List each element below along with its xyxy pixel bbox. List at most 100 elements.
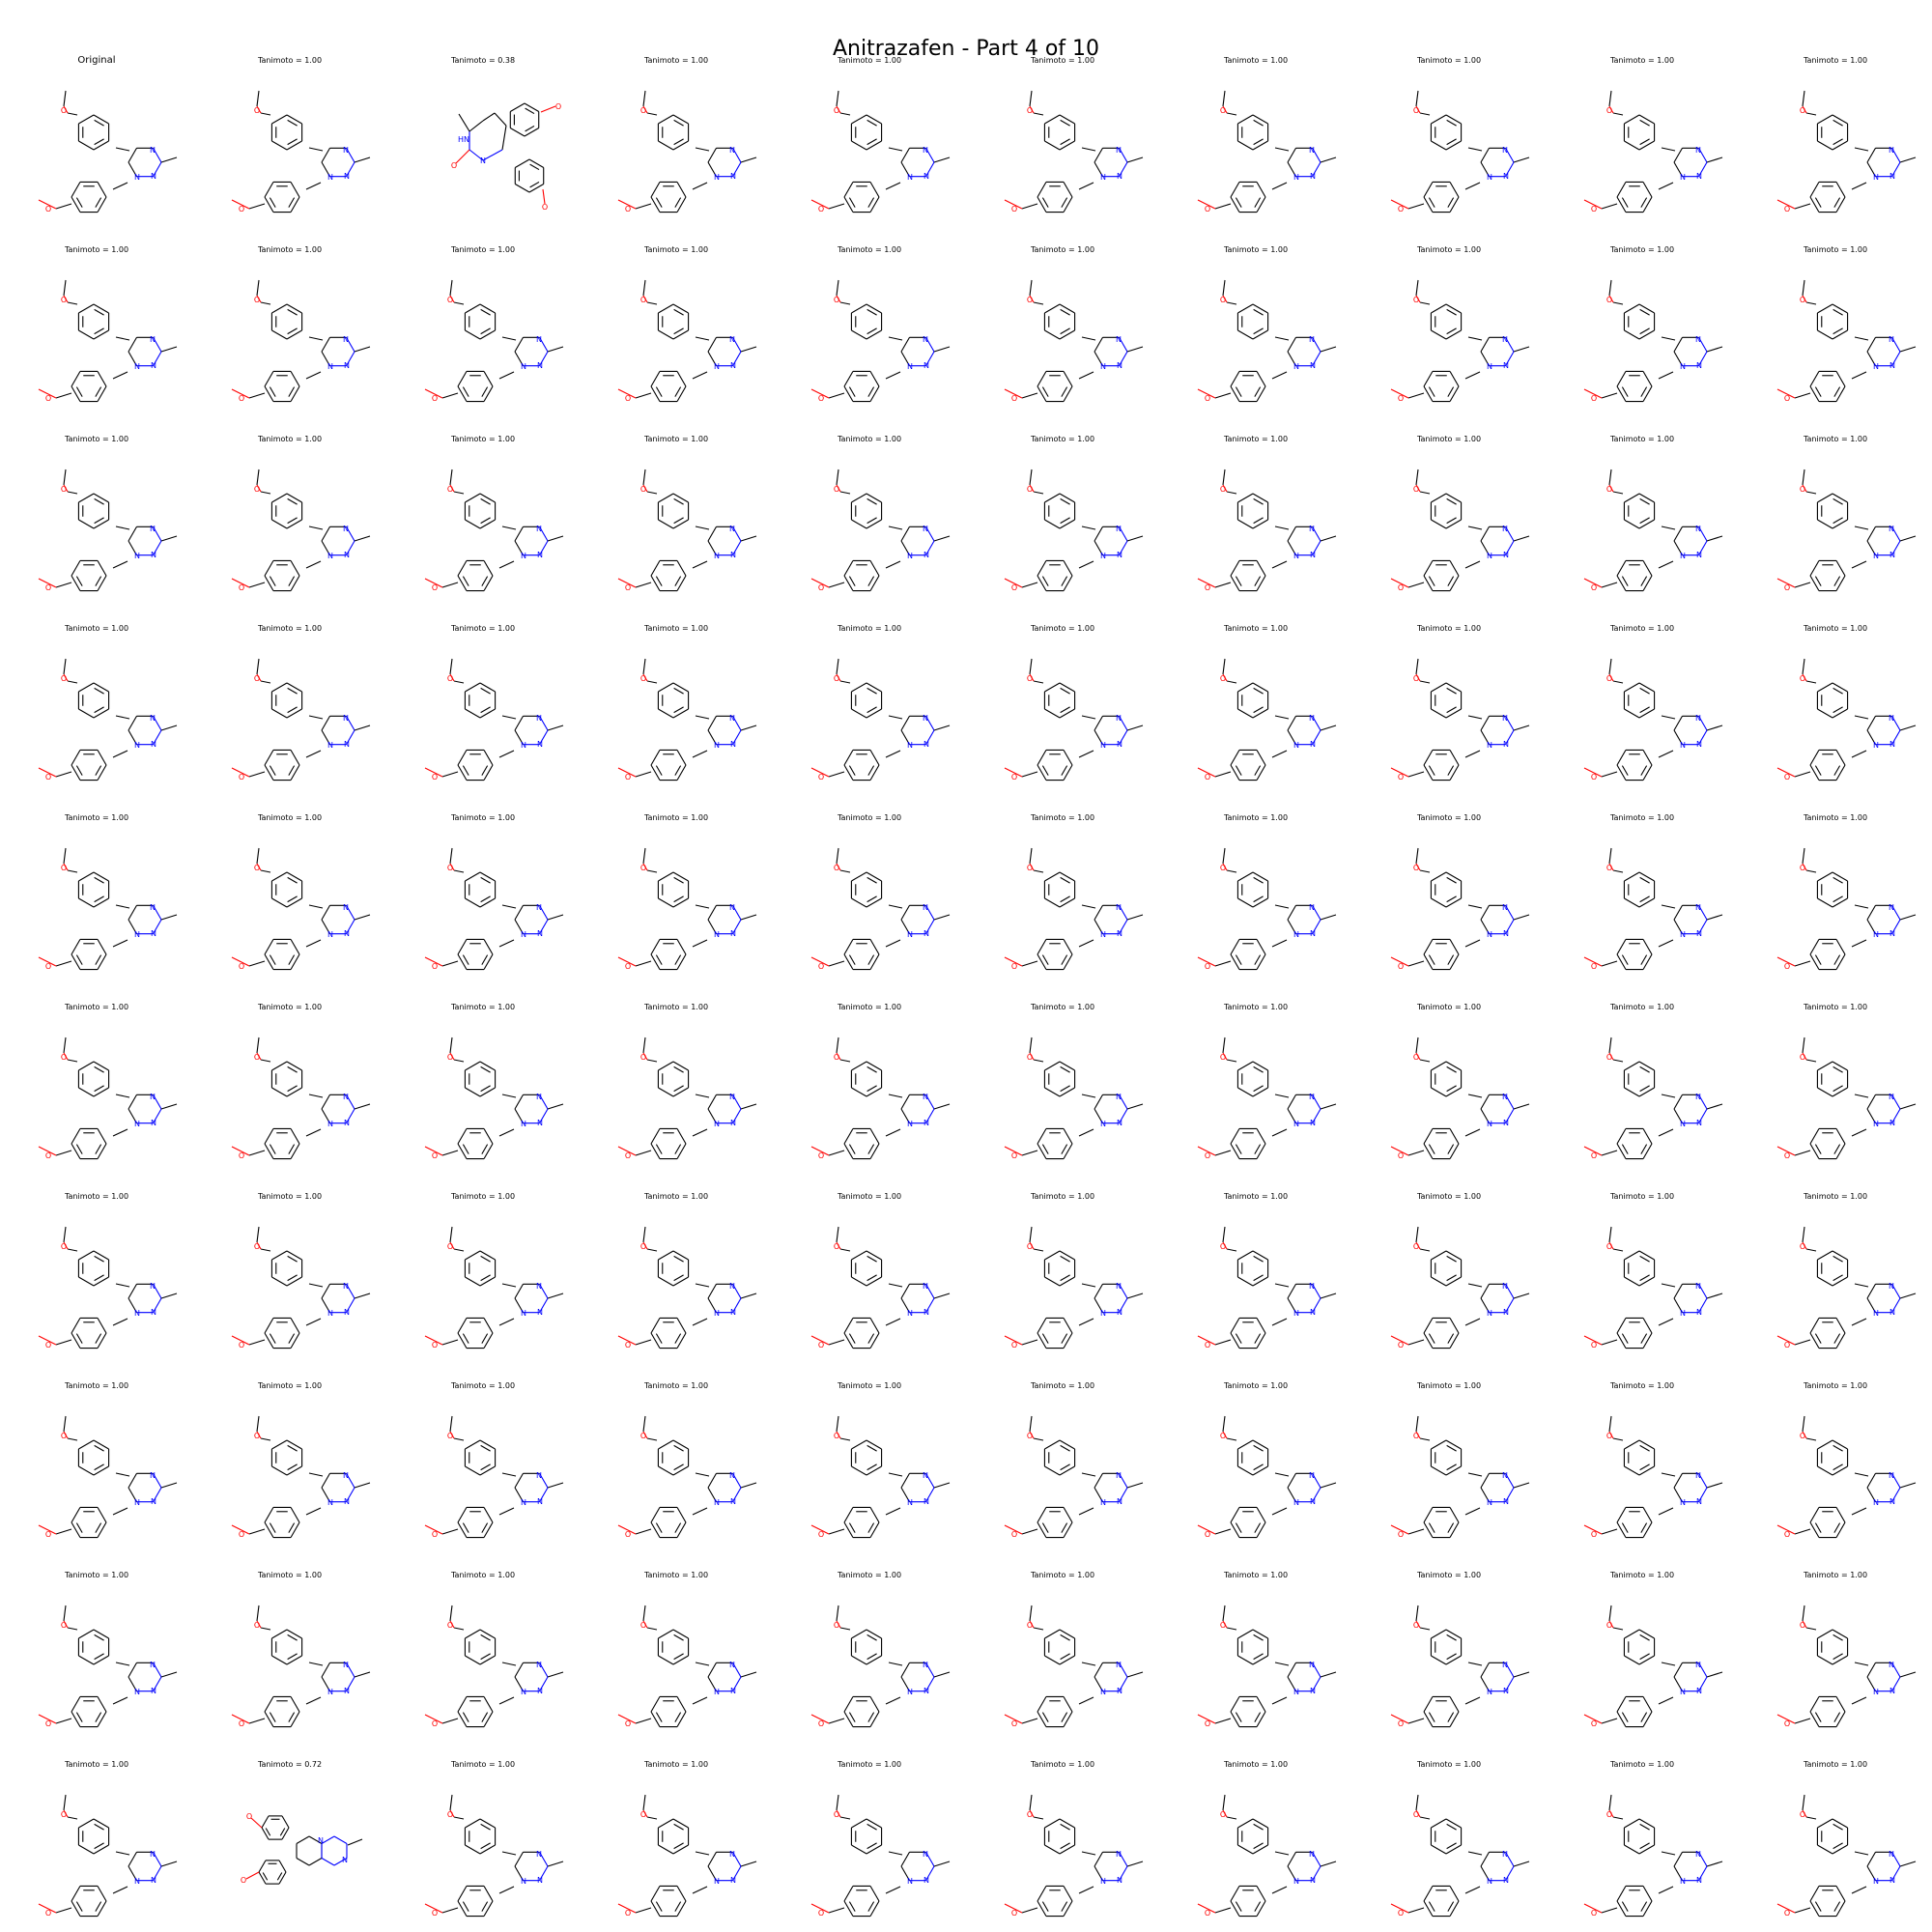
molecule-structure: O N N N O xyxy=(1583,1605,1723,1728)
nitrogen-atom: N xyxy=(1889,335,1894,344)
oxygen-atom: O xyxy=(1027,864,1033,872)
oxygen-atom: O xyxy=(447,485,453,494)
molecule-cell: Tanimoto = 1.00 O N N N O xyxy=(0,763,193,971)
oxygen-atom: O xyxy=(1800,1053,1805,1062)
original-label: Original xyxy=(77,55,116,66)
oxygen-atom: O xyxy=(1591,394,1597,403)
oxygen-atom: O xyxy=(1800,106,1805,115)
oxygen-atom: O xyxy=(1800,1432,1805,1440)
nitrogen-atom: N xyxy=(1889,146,1894,155)
tanimoto-label: Tanimoto = 1.00 xyxy=(1609,245,1675,254)
nitrogen-atom: N xyxy=(150,714,156,723)
oxygen-atom: O xyxy=(818,1530,824,1539)
nitrogen-atom: N xyxy=(923,1850,928,1859)
oxygen-atom: O xyxy=(834,106,839,115)
nitrogen-atom: N xyxy=(1116,525,1122,533)
molecule-anitrazafen: O N N N O xyxy=(1583,1415,1723,1539)
oxygen-atom: O xyxy=(834,1621,839,1630)
oxygen-atom: O xyxy=(432,962,438,971)
nitrogen-atom: N xyxy=(1293,930,1299,939)
molecule-anitrazafen: O N N N O xyxy=(1197,279,1337,403)
nitrogen-atom: N xyxy=(151,551,156,559)
nitrogen-atom: N xyxy=(1696,1119,1702,1127)
oxygen-atom: O xyxy=(1591,583,1597,592)
molecule-cell: Tanimoto = 1.00 O N N N O xyxy=(1159,1142,1352,1350)
molecule-cell: Tanimoto = 1.00 O N N N O xyxy=(1352,1331,1546,1539)
oxygen-atom: O xyxy=(1784,1341,1790,1350)
tanimoto-label: Tanimoto = 0.38 xyxy=(450,56,516,65)
tanimoto-label: Tanimoto = 1.00 xyxy=(1223,1003,1289,1011)
oxygen-atom: O xyxy=(45,583,51,592)
oxygen-atom: O xyxy=(818,1719,824,1728)
molecule-cell: Tanimoto = 1.00 O N N N O xyxy=(580,195,773,403)
molecule-triazepine: O HN N O O xyxy=(451,102,561,212)
nitrogen-atom: N xyxy=(521,1309,526,1318)
molecule-structure: O N N N O xyxy=(1583,1037,1723,1160)
oxygen-atom: O xyxy=(1398,962,1404,971)
molecule-cell: Tanimoto = 1.00 O N N N O xyxy=(193,6,386,213)
oxygen-atom: O xyxy=(45,1909,51,1918)
molecule-structure: O N N N O xyxy=(1004,847,1144,971)
nitrogen-atom: N xyxy=(134,1309,140,1318)
molecule-structure: O N N N O xyxy=(810,1037,951,1160)
nitrogen-atom: N xyxy=(730,929,736,938)
nitrogen-atom: N xyxy=(327,930,333,939)
nitrogen-atom: N xyxy=(1293,362,1299,371)
oxygen-atom: O xyxy=(1220,1432,1226,1440)
molecule-anitrazafen: O N N N O xyxy=(617,1415,757,1539)
molecule-structure: O N N N O xyxy=(1390,658,1530,781)
tanimoto-label: Tanimoto = 1.00 xyxy=(643,56,709,65)
molecule-cell: Tanimoto = 1.00 O N N N O xyxy=(1546,952,1739,1160)
nitrogen-atom: N xyxy=(536,714,542,723)
nitrogen-atom: N xyxy=(923,361,929,370)
molecule-cell: Tanimoto = 1.00 O N N N O xyxy=(1352,384,1546,592)
molecule-anitrazafen: O N N N O xyxy=(1004,1794,1144,1918)
nitrogen-atom: N xyxy=(1680,1309,1686,1318)
nitrogen-atom: N xyxy=(923,1093,928,1101)
molecule-structure: O N N N O xyxy=(1197,847,1337,971)
molecule-structure: O HN N O O xyxy=(451,102,561,212)
nitrogen-atom: N xyxy=(327,1309,333,1318)
molecule-cell: Tanimoto = 1.00 O N N N O xyxy=(1739,574,1932,781)
nitrogen-atom: N xyxy=(1309,335,1315,344)
oxygen-atom: O xyxy=(239,583,244,592)
oxygen-atom: O xyxy=(61,1621,67,1630)
molecule-anitrazafen: O N N N O xyxy=(424,1037,564,1160)
oxygen-atom: O xyxy=(1205,1530,1210,1539)
oxygen-atom: O xyxy=(1606,674,1612,683)
oxygen-atom: O xyxy=(625,394,631,403)
nitrogen-atom: N xyxy=(1117,1119,1122,1127)
oxygen-atom: O xyxy=(1205,773,1210,781)
tanimoto-label: Tanimoto = 1.00 xyxy=(837,813,902,822)
nitrogen-atom: N xyxy=(1696,1308,1702,1317)
molecule-structure: O N N N O xyxy=(1390,1415,1530,1539)
tanimoto-label: Tanimoto = 1.00 xyxy=(257,1003,323,1011)
nitrogen-atom: N xyxy=(1487,1688,1492,1696)
molecule-structure: O N N N O xyxy=(1004,1605,1144,1728)
oxygen-atom: O xyxy=(1011,1719,1017,1728)
molecule-anitrazafen: O N N N O xyxy=(617,469,757,592)
nitrogen-atom: N xyxy=(1889,1876,1895,1885)
nitrogen-atom: N xyxy=(729,335,735,344)
oxygen-atom: O xyxy=(834,1053,839,1062)
oxygen-atom: O xyxy=(1027,1621,1033,1630)
nitrogen-atom: N xyxy=(1487,1309,1492,1318)
molecule-anitrazafen: O N N N O xyxy=(1776,1605,1917,1728)
nitrogen-atom: N xyxy=(1487,1877,1492,1886)
nitrogen-atom: N xyxy=(536,1661,542,1669)
nitrogen-atom: N xyxy=(1310,361,1316,370)
molecule-cell: Original O N N N O xyxy=(0,6,193,213)
nitrogen-atom: N xyxy=(1889,1119,1895,1127)
molecule-anitrazafen: O N N N O xyxy=(38,1605,178,1728)
molecule-anitrazafen: O N N N O xyxy=(1197,469,1337,592)
oxygen-atom: O xyxy=(1800,485,1805,494)
nitrogen-atom: N xyxy=(1293,552,1299,560)
nitrogen-atom: N xyxy=(1680,1498,1686,1507)
oxygen-atom: O xyxy=(239,1341,244,1350)
oxygen-atom: O xyxy=(1205,962,1210,971)
nitrogen-atom: N xyxy=(1309,1282,1315,1291)
tanimoto-label: Tanimoto = 1.00 xyxy=(64,813,129,822)
oxygen-atom: O xyxy=(45,1530,51,1539)
molecule-structure: O N N N O xyxy=(617,847,757,971)
molecule-structure: O N N N O xyxy=(1390,90,1530,213)
